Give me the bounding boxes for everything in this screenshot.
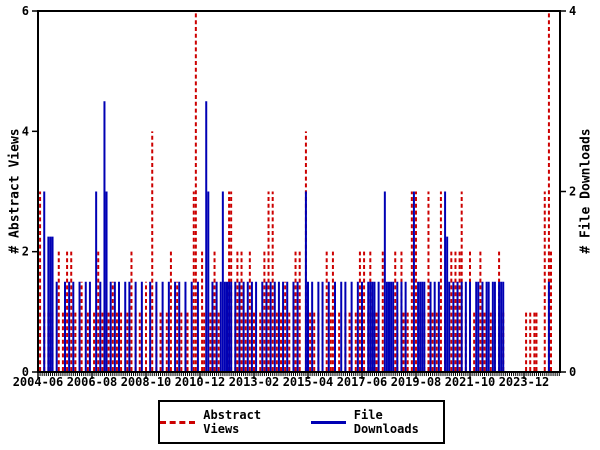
y-right-tick-label: 0 (569, 365, 576, 379)
legend-label-file-downloads: File Downloads (353, 408, 419, 436)
legend-item-file-downloads: File Downloads (310, 408, 444, 436)
x-tick-label: 2006-08 (67, 375, 118, 389)
x-tick-label: 2017-06 (337, 375, 388, 389)
x-tick-label: 2015-04 (283, 375, 334, 389)
x-tick-label: 2008-10 (121, 375, 172, 389)
plot-border (37, 10, 561, 373)
y-axis-right-title: # File Downloads (578, 128, 594, 254)
legend-swatch-file-downloads (310, 420, 346, 424)
y-left-tick-label: 0 (22, 365, 29, 379)
legend-box: Abstract Views File Downloads (158, 400, 445, 444)
legend-label-abstract-views: Abstract Views (203, 408, 262, 436)
legend-swatch-abstract-views (160, 420, 196, 424)
y-right-tick-label: 2 (569, 185, 576, 199)
x-tick-label: 2021-10 (445, 375, 496, 389)
y-left-tick-label: 2 (22, 245, 29, 259)
legend-item-abstract-views: Abstract Views (160, 408, 293, 436)
y-axis-left-title: # Abstract Views (7, 128, 23, 254)
x-tick-label: 2010-12 (175, 375, 226, 389)
y-left-tick-label: 6 (22, 4, 29, 18)
x-tick-label: 2013-02 (229, 375, 280, 389)
x-tick-label: 2023-12 (499, 375, 550, 389)
x-tick-label: 2004-06 (13, 375, 64, 389)
y-left-tick-label: 4 (22, 124, 29, 138)
y-right-tick-label: 4 (569, 4, 576, 18)
x-tick-label: 2019-08 (391, 375, 442, 389)
